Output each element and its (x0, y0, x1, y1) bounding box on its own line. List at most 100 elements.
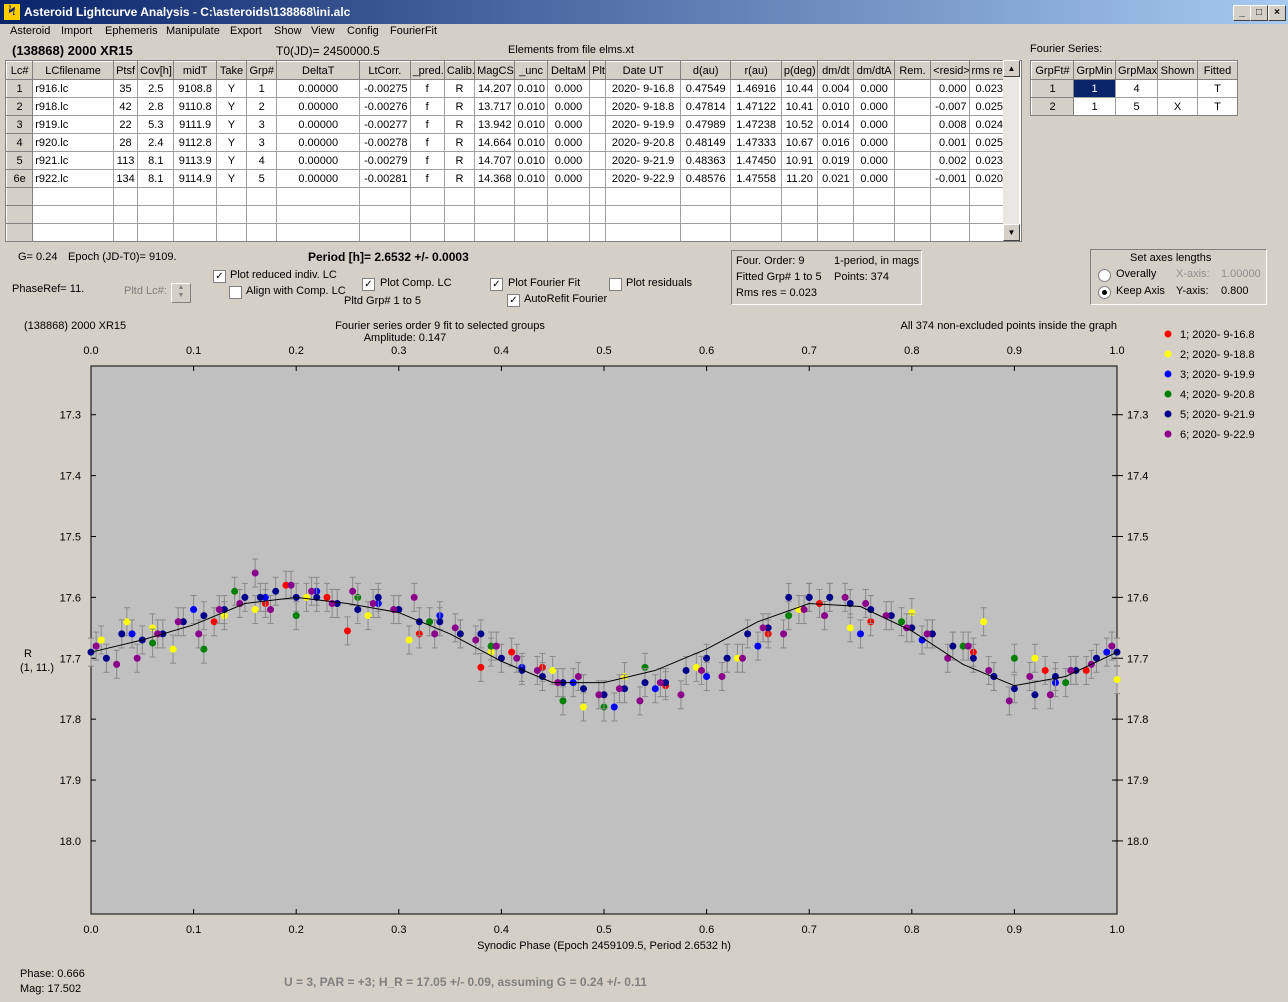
lc-cell[interactable]: 1.47558 (730, 169, 782, 188)
menu-show[interactable]: Show (274, 25, 302, 37)
lc-col-header[interactable]: Grp# (246, 61, 278, 80)
lc-table-row[interactable]: 3 r919.lc 22 5.3 9111.9 Y 3 0.00000 -0.00277 f R 13… (6, 115, 1006, 134)
lc-cell[interactable]: 0.47814 (679, 97, 732, 116)
lc-cell[interactable]: 9113.9 (173, 151, 217, 170)
lc-col-header[interactable]: midT (173, 61, 217, 80)
lc-cell[interactable]: 0.000 (853, 115, 895, 134)
lc-cell[interactable]: 0.000 (546, 169, 591, 188)
fourier-row-header[interactable]: 2 (1031, 97, 1074, 115)
lc-col-header[interactable]: LCfilename (32, 61, 114, 80)
menu-export[interactable]: Export (230, 25, 262, 37)
lc-cell[interactable]: 0.000 (853, 97, 895, 116)
fourier-row-header[interactable]: 1 (1031, 79, 1074, 98)
lc-cell[interactable]: 1.46916 (730, 79, 782, 98)
lc-cell[interactable]: 0.000 (546, 79, 591, 98)
lc-table-row[interactable]: 4 r920.lc 28 2.4 9112.8 Y 3 0.00000 -0.00278 f R 14… (6, 133, 1006, 152)
scroll-down-icon[interactable]: ▼ (1003, 224, 1020, 241)
lc-table-scrollbar[interactable]: ▲ ▼ (1003, 60, 1020, 241)
lc-col-header[interactable]: Lc# (6, 61, 34, 80)
menu-ephemeris[interactable]: Ephemeris (105, 25, 158, 37)
menu-config[interactable]: Config (347, 25, 379, 37)
autorefit-checkbox[interactable]: ✓ (507, 294, 520, 307)
lc-empty-cell[interactable] (173, 223, 217, 241)
lc-col-header[interactable]: p(deg) (780, 61, 819, 80)
lc-empty-cell[interactable] (730, 223, 782, 241)
lc-col-header[interactable]: DeltaT (276, 61, 361, 80)
lc-empty-cell[interactable] (546, 223, 591, 241)
lc-table-row[interactable]: 1 r916.lc 35 2.5 9108.8 Y 1 0.00000 -0.00275 f R 14… (6, 79, 1006, 98)
lc-cell[interactable]: 0.010 (514, 79, 548, 98)
fourier-col-header[interactable]: GrpFt# (1031, 61, 1074, 80)
lc-cell[interactable]: 0.010 (514, 133, 548, 152)
lc-cell[interactable]: 9108.8 (173, 79, 217, 98)
lc-cell[interactable]: 0.001 (930, 133, 970, 152)
lc-cell[interactable]: 1 (246, 79, 278, 98)
lc-cell[interactable]: 2020- 9-21.9 (605, 151, 681, 170)
lc-cell[interactable]: 14.207 (474, 79, 516, 98)
lc-col-header[interactable]: _pred. (409, 61, 445, 80)
lc-empty-row[interactable] (6, 205, 1006, 224)
close-button[interactable]: × (1268, 5, 1286, 21)
lc-col-header[interactable]: Cov[h] (137, 61, 175, 80)
lc-empty-cell[interactable] (6, 205, 34, 224)
lc-empty-row[interactable] (6, 223, 1006, 241)
lc-empty-cell[interactable] (246, 223, 278, 241)
lc-cell[interactable]: 0.47549 (679, 79, 732, 98)
app-icon[interactable]: Ϟ (4, 4, 20, 20)
lc-cell[interactable]: -0.00278 (359, 133, 411, 152)
lc-cell[interactable]: 0.000 (546, 151, 591, 170)
lc-cell[interactable]: 14.707 (474, 151, 516, 170)
lc-col-header[interactable]: DeltaM (546, 61, 591, 80)
lc-col-header[interactable]: dm/dtA (853, 61, 895, 80)
lc-cell[interactable]: 28 (112, 133, 139, 152)
align-comp-checkbox[interactable] (229, 286, 242, 299)
lc-col-header[interactable]: r(au) (730, 61, 782, 80)
lc-row-header[interactable]: 1 (6, 79, 34, 98)
lc-cell[interactable]: r920.lc (32, 133, 114, 152)
lc-table-row[interactable]: 5 r921.lc 113 8.1 9113.9 Y 4 0.00000 -0.00279 f R 1… (6, 151, 1006, 170)
lc-cell[interactable]: 0.020 (968, 169, 1006, 188)
fourier-col-header[interactable]: Fitted (1197, 61, 1237, 80)
lc-empty-cell[interactable] (474, 223, 516, 241)
lc-cell[interactable]: 0.014 (817, 115, 855, 134)
x-axis-value[interactable]: 1.00000 (1221, 268, 1261, 280)
lc-cell[interactable]: 0.000 (853, 79, 895, 98)
lc-empty-cell[interactable] (930, 223, 970, 241)
scroll-up-icon[interactable]: ▲ (1003, 60, 1020, 77)
lc-row-header[interactable]: 3 (6, 115, 34, 134)
lc-empty-cell[interactable] (359, 223, 411, 241)
lc-cell[interactable]: -0.00277 (359, 115, 411, 134)
fourier-col-header[interactable]: GrpMin (1073, 61, 1116, 80)
lc-col-header[interactable]: Take (215, 61, 248, 80)
lc-col-header[interactable]: _unc (514, 61, 548, 80)
lc-row-header[interactable]: 5 (6, 151, 34, 170)
lc-cell[interactable]: 0.00000 (276, 133, 361, 152)
lc-cell[interactable]: 2020- 9-19.9 (605, 115, 681, 134)
menu-import[interactable]: Import (61, 25, 93, 37)
lc-table-row[interactable]: 6e r922.lc 134 8.1 9114.9 Y 5 0.00000 -0.00281 f R… (6, 169, 1006, 188)
plot-fourier-checkbox[interactable]: ✓ (490, 278, 503, 291)
lc-cell[interactable]: 0.000 (930, 79, 970, 98)
lc-row-header[interactable]: 6e (6, 169, 34, 188)
lc-cell[interactable]: 2.5 (137, 79, 175, 98)
menu-fourierfit[interactable]: FourierFit (390, 25, 438, 37)
lc-cell[interactable]: 0.000 (546, 133, 591, 152)
lc-empty-cell[interactable] (6, 187, 34, 206)
lc-col-header[interactable]: LtCorr. (359, 61, 411, 80)
menu-view[interactable]: View (311, 25, 335, 37)
lc-cell[interactable]: -0.00275 (359, 79, 411, 98)
lc-cell[interactable]: 0.000 (546, 97, 591, 116)
maximize-button[interactable]: □ (1250, 5, 1268, 21)
lc-cell[interactable]: 0.010 (514, 151, 548, 170)
lc-cell[interactable]: 0.010 (514, 115, 548, 134)
lc-cell[interactable]: 8.1 (137, 151, 175, 170)
lc-col-header[interactable]: Plt (589, 61, 607, 80)
lc-col-header[interactable]: Calib. (443, 61, 476, 80)
pltd-lc-spinner[interactable]: ▲ ▼ (171, 283, 191, 303)
lc-cell[interactable]: 0.00000 (276, 169, 361, 188)
menu-manipulate[interactable]: Manipulate (166, 25, 220, 37)
lc-col-header[interactable]: Rem. (893, 61, 932, 80)
lc-col-header[interactable]: d(au) (679, 61, 732, 80)
